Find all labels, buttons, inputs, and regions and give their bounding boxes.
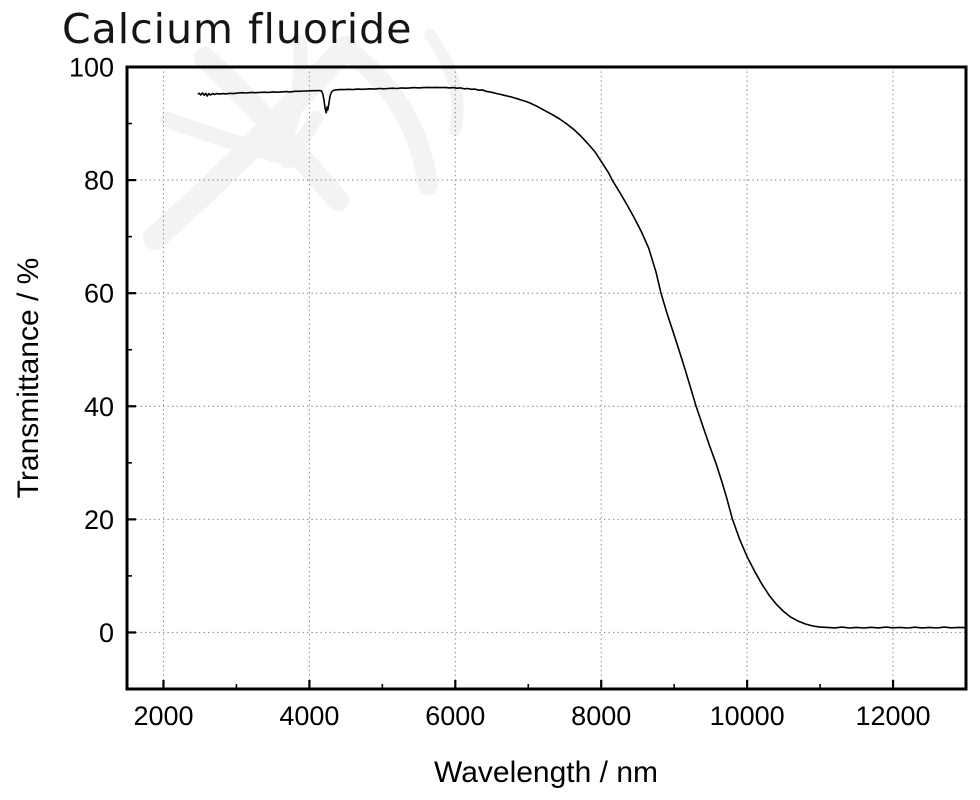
x-tick-label: 2000 (133, 701, 193, 731)
x-tick-label: 10000 (710, 701, 785, 731)
x-tick-label: 4000 (279, 701, 339, 731)
watermark-stroke (335, 38, 438, 195)
transmittance-curve (197, 86, 967, 629)
y-tick-label: 60 (84, 279, 114, 309)
y-tick-label: 100 (69, 53, 114, 83)
watermark-stroke (194, 47, 349, 211)
plot-frame (125, 65, 968, 691)
y-tick-label: 0 (99, 618, 114, 648)
y-tick-label: 20 (84, 505, 114, 535)
watermark-stroke (278, 35, 308, 147)
watermark-logo (143, 29, 464, 250)
x-tick-label: 12000 (855, 701, 930, 731)
x-axis-label: Wavelength / nm (434, 756, 658, 789)
y-tick-label: 80 (84, 166, 114, 196)
watermark-stroke (424, 29, 464, 136)
chart-title: Calcium fluoride (62, 5, 412, 53)
y-tick-label: 40 (84, 392, 114, 422)
x-tick-label: 8000 (571, 701, 631, 731)
plot-area: 2000 4000 6000 8000 10000 12000 0 20 40 60 80 100 (69, 53, 967, 731)
watermark-stroke (160, 112, 298, 166)
y-axis-label: Transmittance / % (12, 258, 45, 499)
x-tick-label: 6000 (425, 701, 485, 731)
